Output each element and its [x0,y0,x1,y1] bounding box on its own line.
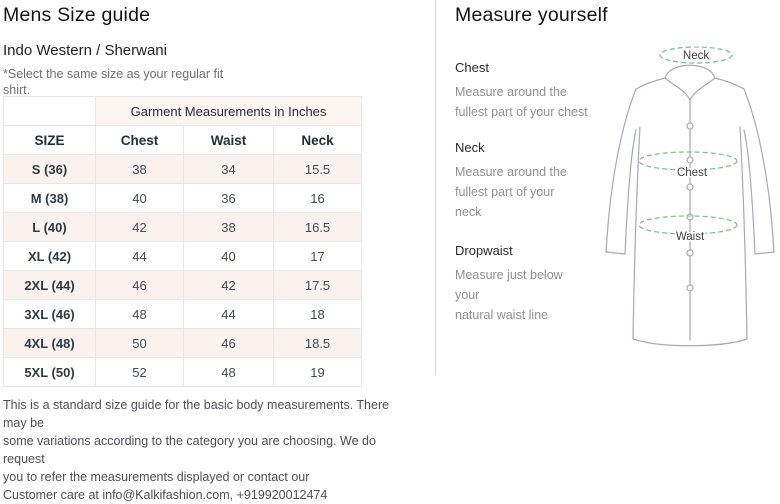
sherwani-diagram: Neck Chest Waist [588,40,780,352]
chest-cell: 44 [95,241,184,271]
corner-cell [3,96,96,126]
waist-cell: 48 [183,357,274,387]
neck-description: Measure around the fullest part of your … [455,165,567,219]
size-cell: S (36) [3,154,96,184]
neck-cell: 17.5 [272,270,363,300]
table-row: 4XL (48) 50 46 18.5 [3,328,363,358]
table-row: 2XL (44) 46 42 17.5 [3,270,363,300]
col-header-size: SIZE [3,125,96,155]
size-cell: 5XL (50) [3,357,96,387]
chest-heading: Chest [455,60,489,75]
chest-cell: 38 [95,154,184,184]
chest-cell: 40 [95,183,184,213]
diagram-chest-label: Chest [677,167,708,179]
page-title: Mens Size guide [3,4,151,26]
chest-cell: 46 [95,270,184,300]
waist-cell: 40 [183,241,274,271]
chest-description: Measure around the fullest part of your … [455,85,588,119]
waist-cell: 36 [183,183,274,213]
size-cell: XL (42) [3,241,96,271]
chest-cell: 52 [95,357,184,387]
measurement-ellipses [638,46,738,235]
diagram-waist-label: Waist [676,231,705,243]
size-cell: L (40) [3,212,96,242]
fit-note: *Select the same size as your regular fi… [3,67,224,97]
waist-cell: 46 [183,328,274,358]
col-header-neck: Neck [272,125,363,155]
neck-cell: 16.5 [272,212,363,242]
col-header-chest: Chest [95,125,184,155]
dropwaist-heading: Dropwaist [455,243,513,258]
table-row: S (36) 38 34 15.5 [3,154,363,184]
column-header-row: SIZE Chest Waist Neck [3,125,363,155]
chest-cell: 50 [95,328,184,358]
table-row: 3XL (46) 48 44 18 [3,299,363,329]
measurements-band-header: Garment Measurements in Inches [94,96,363,126]
band-header-row: Garment Measurements in Inches [3,96,363,126]
neck-cell: 15.5 [272,154,363,184]
neck-cell: 19 [272,357,363,387]
vertical-divider [435,0,436,375]
table-row: L (40) 42 38 16.5 [3,212,363,242]
size-cell: 3XL (46) [3,299,96,329]
size-cell: 2XL (44) [3,270,96,300]
measure-section-neck: Neck Measure around the fullest part of … [455,140,590,222]
neck-cell: 16 [272,183,363,213]
waist-cell: 42 [183,270,274,300]
size-guide-dialog: { "left": { "title": "Mens Size guide", … [3,0,780,502]
size-cell: M (38) [3,183,96,213]
table-row: XL (42) 44 40 17 [3,241,363,271]
waist-cell: 38 [183,212,274,242]
size-table: Garment Measurements in Inches SIZE Ches… [3,96,363,387]
category-subtitle: Indo Western / Sherwani [3,42,167,59]
diagram-neck-label: Neck [683,50,709,62]
neck-cell: 18.5 [272,328,363,358]
measure-yourself-panel: Measure yourself Chest Measure around th… [455,0,780,473]
chest-cell: 48 [95,299,184,329]
disclaimer-text: This is a standard size guide for the ba… [3,398,390,502]
sherwani-outline [605,64,775,347]
neck-cell: 18 [272,299,363,329]
waist-cell: 34 [183,154,274,184]
neck-cell: 17 [272,241,363,271]
col-header-waist: Waist [183,125,274,155]
measure-yourself-title: Measure yourself [455,4,608,26]
neck-heading: Neck [455,140,485,155]
measure-section-chest: Chest Measure around the fullest part of… [455,60,590,122]
table-row: 5XL (50) 52 48 19 [3,357,363,387]
size-cell: 4XL (48) [3,328,96,358]
chest-cell: 42 [95,212,184,242]
dropwaist-description: Measure just below your natural waist li… [455,268,563,322]
waist-cell: 44 [183,299,274,329]
measure-section-dropwaist: Dropwaist Measure just below your natura… [455,243,590,325]
table-row: M (38) 40 36 16 [3,183,363,213]
